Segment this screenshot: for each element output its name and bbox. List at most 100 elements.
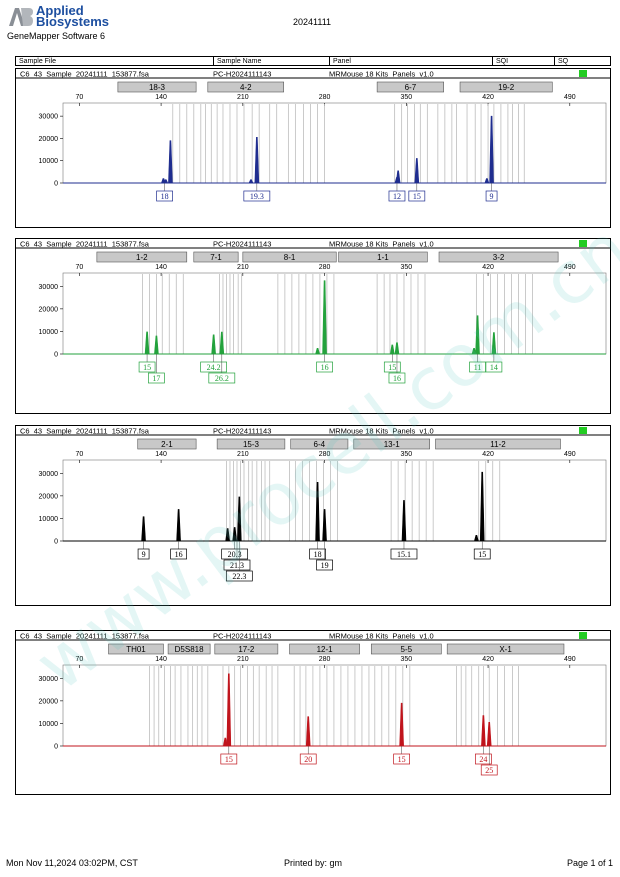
footer-print-date: Mon Nov 11,2024 03:02PM, CST [6,858,138,868]
panel-canvas: C6_43_Sample_20241111_153877.fsa PC-H2024… [16,240,610,384]
marker-bar [438,251,559,263]
x-tick-label: 420 [482,94,494,101]
peak [237,496,242,542]
x-tick-label: 210 [237,264,249,271]
y-tick-label: 30000 [39,676,59,683]
marker-bar [459,81,553,93]
marker-bar [376,81,444,93]
allele-call-box [243,190,271,202]
marker-bar [435,438,561,450]
allele-call-label: 20.3 [228,550,242,559]
allele-call-label: 17 [152,374,160,383]
allele-call-label: 18 [314,550,322,559]
panel-canvas: C6_43_Sample_20241111_153877.fsa PC-H2024… [16,427,610,582]
y-tick-label: 30000 [39,114,59,121]
allele-call-label: 22.3 [232,572,246,581]
electropherogram-panel-red: C6_43_Sample_20241111_153877.fsa PC-H2024… [15,630,611,795]
panel-name: MRMouse 18 Kits_Panels_v1.0 [329,632,434,641]
marker-label: 15-3 [243,440,260,449]
marker-label: X-1 [499,645,512,654]
allele-call-box [388,190,406,202]
y-tick-label: 0 [54,539,58,546]
x-tick-label: 70 [75,264,83,271]
marker-label: 5-5 [401,645,413,654]
peak [474,535,479,542]
sample-file-name: C6_43_Sample_20241111_153877.fsa [20,632,150,641]
marker-bar [289,643,360,655]
sample-file-name: C6_43_Sample_20241111_153877.fsa [20,427,150,436]
column-header-sqi: SQI [492,57,554,66]
footer-page-number: Page 1 of 1 [567,858,614,868]
x-tick-label: 140 [155,264,167,271]
y-tick-label: 10000 [39,721,59,728]
marker-label: 18-3 [149,83,166,92]
marker-label: 13-1 [384,440,401,449]
peak [232,527,237,542]
peak [305,716,311,747]
peak [223,737,228,747]
peak [484,178,490,184]
sample-file-name: C6_43_Sample_20241111_153877.fsa [20,70,150,79]
peak [322,280,327,355]
allele-call-label: 12 [393,192,401,201]
allele-call-box [388,372,406,384]
y-tick-label: 0 [54,352,58,359]
marker-bar [207,81,285,93]
peak [394,342,400,355]
peak [163,179,169,184]
sample-file-name: C6_43_Sample_20241111_153877.fsa [20,240,150,249]
x-tick-label: 490 [564,94,576,101]
allele-call-box [393,753,410,765]
x-tick-label: 420 [482,451,494,458]
allele-call-label: 24 [479,755,487,764]
marker-bar [193,251,239,263]
electropherogram-panel-black: C6_43_Sample_20241111_153877.fsa PC-H2024… [15,425,611,606]
peak [315,348,320,355]
applied-biosystems-logo [8,5,34,27]
x-tick-label: 210 [237,656,249,663]
y-tick-label: 30000 [39,284,59,291]
allele-call-box [225,570,253,582]
x-tick-label: 350 [400,264,412,271]
column-header-sample-name: Sample Name [213,57,329,66]
brand-name-line2: Biosystems [36,14,109,29]
marker-bar [96,251,188,263]
x-tick-label: 350 [400,656,412,663]
allele-call-label: 16 [321,363,329,372]
marker-label: 1-2 [136,253,148,262]
peak [489,115,494,184]
allele-call-box [221,548,249,560]
allele-call-box [473,548,491,560]
allele-call-label: 19 [321,561,329,570]
allele-call-label: 21.3 [230,561,244,570]
marker-label: 3-2 [493,253,505,262]
peak [486,722,492,747]
x-tick-label: 490 [564,264,576,271]
marker-bar [290,438,349,450]
panel-canvas: C6_43_Sample_20241111_153877.fsa PC-H2024… [16,632,610,776]
allele-call-box [316,361,333,373]
report-date: 20241111 [293,17,332,27]
marker-bar [108,643,164,655]
peak [154,335,159,355]
allele-call-box [299,753,317,765]
allele-call-box [223,559,251,571]
quality-status-indicator [579,70,587,77]
allele-call-label: 15 [225,755,233,764]
marker-bar [167,643,211,655]
peak [315,482,320,542]
allele-call-label: 20 [304,755,312,764]
peak [226,673,232,747]
x-tick-label: 140 [155,451,167,458]
allele-call-label: 9 [490,192,494,201]
column-header-panel: Panel [329,57,492,66]
y-tick-label: 20000 [39,306,59,313]
x-tick-label: 210 [237,94,249,101]
x-tick-label: 490 [564,656,576,663]
marker-label: 4-2 [240,83,252,92]
quality-status-indicator [579,632,587,639]
allele-call-label: 25 [485,766,493,775]
sample-name: PC-H2024111143 [213,70,271,79]
allele-call-label: 16 [175,550,183,559]
peak [481,715,486,747]
